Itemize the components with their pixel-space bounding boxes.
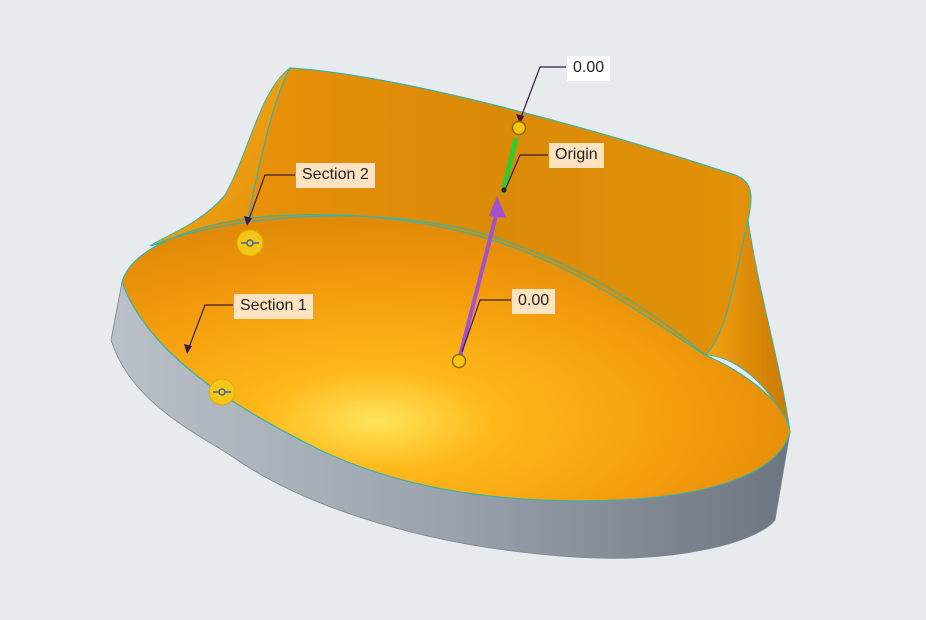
- point-handle-icon[interactable]: [451, 353, 467, 369]
- section-2-leader: [247, 174, 295, 223]
- section-2-label[interactable]: Section 2: [296, 163, 375, 188]
- right-flank-surface: [703, 219, 791, 433]
- section-1-label[interactable]: Section 1: [234, 294, 313, 319]
- trajectory-line: [457, 207, 500, 361]
- section-drag-handle-icon[interactable]: [236, 229, 264, 257]
- top-value-leader: [519, 66, 566, 121]
- point-handle-icon[interactable]: [511, 120, 527, 136]
- bottom-value-leader: [461, 299, 511, 353]
- origin-leader: [504, 154, 548, 191]
- section-1-leader: [187, 304, 233, 351]
- origin-segment: [500, 137, 519, 194]
- direction-arrow-icon[interactable]: [489, 196, 506, 218]
- bottom-dimension-value[interactable]: 0.00: [512, 289, 556, 314]
- origin-label[interactable]: Origin: [549, 143, 604, 168]
- top-dimension-value[interactable]: 0.00: [567, 56, 611, 81]
- section-drag-handle-icon[interactable]: [208, 378, 236, 406]
- section-2-curve: [149, 215, 706, 356]
